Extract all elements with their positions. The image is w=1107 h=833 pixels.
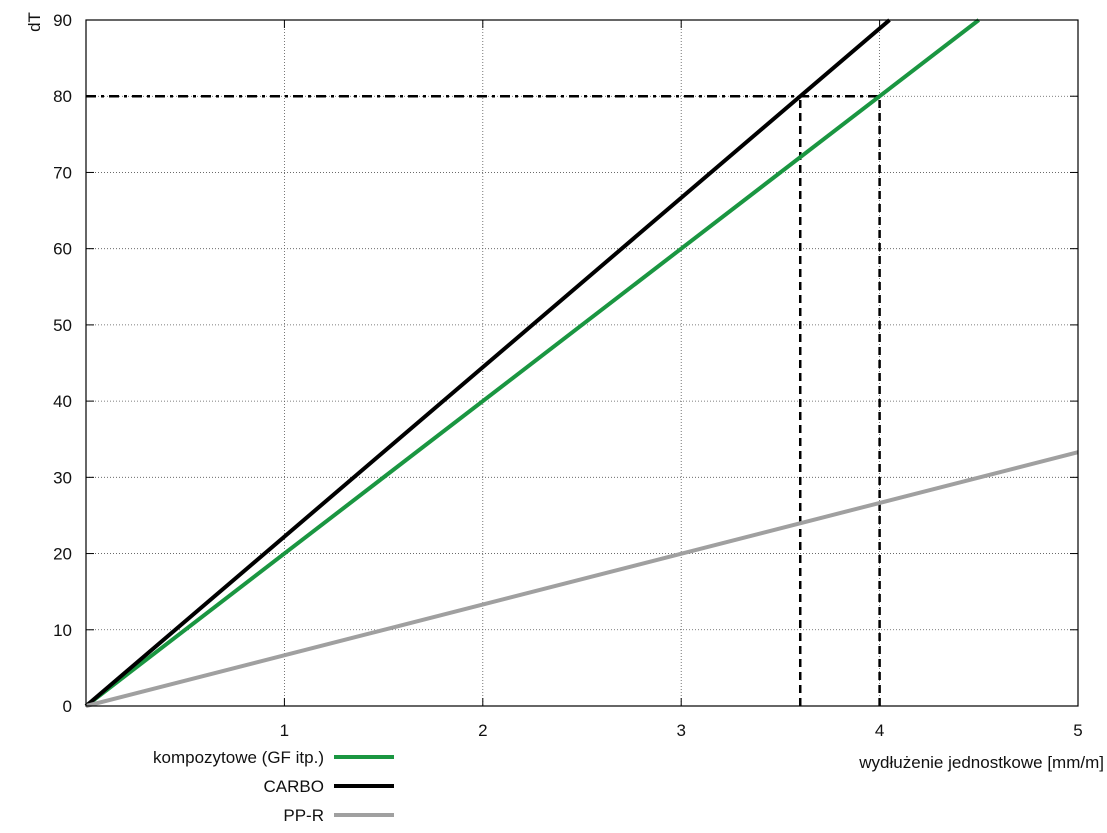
x-tick-label: 4 bbox=[875, 721, 884, 740]
plot-frame bbox=[85, 19, 1079, 707]
y-tick-label: 60 bbox=[53, 240, 72, 259]
y-tick-label: 80 bbox=[53, 87, 72, 106]
y-axis-label: dT bbox=[25, 12, 44, 32]
series-line-2 bbox=[84, 18, 891, 708]
x-tick-label: 2 bbox=[478, 721, 487, 740]
x-axis-label: wydłużenie jednostkowe [mm/m] bbox=[858, 753, 1104, 772]
y-tick-label: 70 bbox=[53, 163, 72, 182]
series-line-3 bbox=[85, 450, 1079, 708]
y-tick-label: 10 bbox=[53, 621, 72, 640]
y-tick-label: 30 bbox=[53, 468, 72, 487]
legend-label: kompozytowe (GF itp.) bbox=[153, 748, 324, 767]
legend-label: CARBO bbox=[264, 777, 324, 796]
x-tick-label: 3 bbox=[676, 721, 685, 740]
legend: kompozytowe (GF itp.) CARBO PP-R bbox=[153, 748, 394, 825]
reference-lines bbox=[86, 94, 881, 706]
series-line-1 bbox=[84, 18, 981, 708]
series-lines bbox=[84, 18, 1079, 708]
x-tick-label: 5 bbox=[1073, 721, 1082, 740]
y-tick-label: 20 bbox=[53, 545, 72, 564]
ticks: 0 10 20 30 40 50 60 70 80 90 1 2 3 4 5 bbox=[53, 11, 1083, 740]
y-tick-label: 90 bbox=[53, 11, 72, 30]
y-tick-label: 50 bbox=[53, 316, 72, 335]
x-tick-label: 1 bbox=[280, 721, 289, 740]
legend-label: PP-R bbox=[283, 806, 324, 825]
y-tick-label: 0 bbox=[63, 697, 72, 716]
grid bbox=[86, 20, 1078, 706]
y-tick-label: 40 bbox=[53, 392, 72, 411]
